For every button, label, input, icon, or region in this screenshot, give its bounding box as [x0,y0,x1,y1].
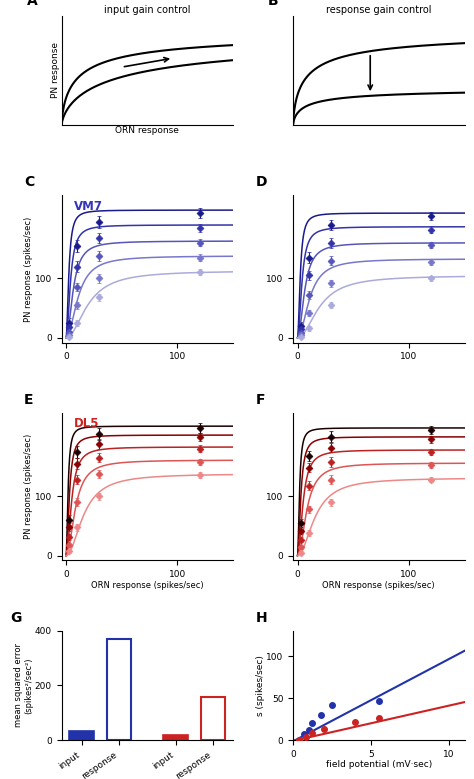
Bar [201,697,225,740]
Text: F: F [255,393,265,407]
X-axis label: field potential (mV·sec): field potential (mV·sec) [326,760,432,769]
Bar [107,639,131,740]
Point [300,728,308,740]
Bar [164,735,188,740]
Text: B: B [267,0,278,8]
Title: response gain control: response gain control [326,5,431,15]
Y-axis label: s (spikes/sec): s (spikes/sec) [255,655,264,716]
Text: H: H [255,612,267,626]
Point [308,717,316,729]
Point [295,734,303,746]
Point [375,695,383,707]
Text: A: A [27,0,38,8]
X-axis label: ORN response (spikes/sec): ORN response (spikes/sec) [322,580,435,590]
Bar [69,731,94,740]
Point [305,724,312,736]
Point [308,727,316,739]
Point [328,699,336,711]
X-axis label: ORN response (spikes/sec): ORN response (spikes/sec) [91,580,204,590]
X-axis label: ORN response: ORN response [115,126,179,135]
Point [320,723,328,735]
Point [375,712,383,724]
Point [317,709,325,721]
Y-axis label: PN response (spikes/sec): PN response (spikes/sec) [24,217,33,322]
Y-axis label: mean squared error
(spikes²/sec²): mean squared error (spikes²/sec²) [14,643,33,728]
Text: C: C [24,175,34,189]
Text: D: D [255,175,267,189]
Title: input gain control: input gain control [104,5,191,15]
Text: DL5: DL5 [73,418,99,431]
Y-axis label: PN response: PN response [51,42,60,98]
Y-axis label: PN response (spikes/sec): PN response (spikes/sec) [24,434,33,539]
Point [352,715,359,728]
Text: E: E [24,393,33,407]
Text: VM7: VM7 [73,199,103,213]
Point [302,731,310,743]
Text: G: G [10,612,21,626]
